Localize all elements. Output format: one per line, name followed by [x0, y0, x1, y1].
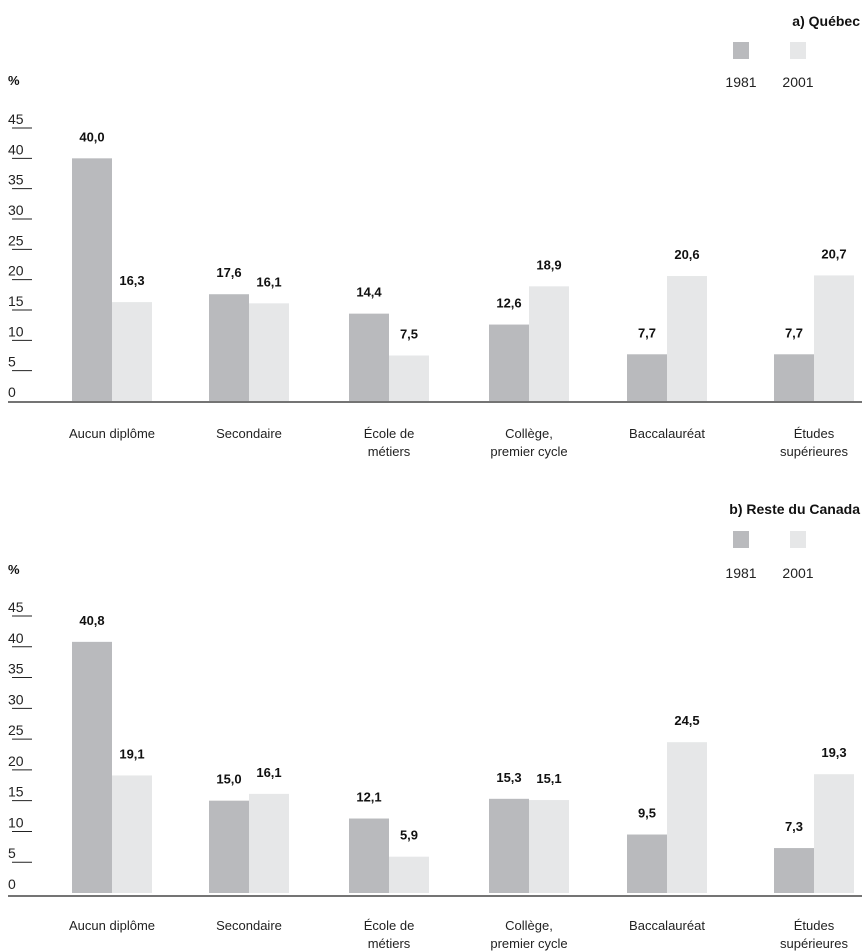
bar-2001 — [112, 302, 152, 401]
category-label: Secondaire — [216, 918, 282, 933]
bar-2001 — [112, 775, 152, 893]
category-label: Études — [794, 426, 835, 441]
data-label-1981: 40,0 — [79, 129, 104, 144]
data-label-2001: 20,7 — [821, 246, 846, 261]
bar-2001 — [249, 793, 289, 893]
bar-1981 — [489, 324, 529, 401]
y-tick-label: 45 — [8, 599, 24, 615]
data-label-2001: 16,1 — [256, 765, 281, 780]
data-label-2001: 19,1 — [119, 746, 144, 761]
bar-1981 — [209, 800, 249, 893]
data-label-1981: 12,1 — [356, 790, 381, 805]
category-label: Aucun diplôme — [69, 426, 155, 441]
data-label-2001: 15,1 — [536, 771, 561, 786]
bar-2001 — [389, 856, 429, 893]
category-label: métiers — [368, 936, 411, 951]
y-tick-label: 0 — [8, 876, 16, 892]
category-label: Secondaire — [216, 426, 282, 441]
y-tick-label: 10 — [8, 814, 24, 830]
data-label-1981: 7,3 — [785, 819, 803, 834]
data-label-1981: 15,0 — [216, 772, 241, 787]
y-tick-label: 5 — [8, 845, 16, 861]
bar-1981 — [349, 313, 389, 401]
category-label: premier cycle — [490, 936, 567, 951]
legend-swatch-2001 — [790, 531, 806, 548]
data-label-1981: 40,8 — [79, 613, 104, 628]
bar-2001 — [667, 276, 707, 401]
data-label-1981: 7,7 — [785, 325, 803, 340]
category-label: Études — [794, 918, 835, 933]
bar-1981 — [72, 158, 112, 401]
y-axis-unit: % — [8, 73, 20, 88]
y-tick-label: 5 — [8, 354, 16, 370]
legend-swatch-2001 — [790, 42, 806, 59]
y-tick-label: 35 — [8, 172, 24, 188]
y-tick-label: 20 — [8, 263, 24, 279]
legend-swatch-1981 — [733, 531, 749, 548]
y-tick-label: 25 — [8, 232, 24, 248]
y-tick-label: 35 — [8, 661, 24, 677]
legend-label-1981: 1981 — [725, 74, 756, 90]
category-label: Collège, — [505, 426, 553, 441]
y-tick-label: 40 — [8, 630, 24, 646]
bar-1981 — [627, 354, 667, 401]
category-label: École de — [364, 426, 415, 441]
bar-1981 — [774, 354, 814, 401]
bar-2001 — [389, 355, 429, 401]
y-tick-label: 25 — [8, 722, 24, 738]
data-label-2001: 5,9 — [400, 828, 418, 843]
category-label: Collège, — [505, 918, 553, 933]
bar-1981 — [774, 848, 814, 893]
data-label-2001: 24,5 — [674, 713, 699, 728]
bar-2001 — [667, 742, 707, 893]
data-label-2001: 20,6 — [674, 247, 699, 262]
data-label-1981: 9,5 — [638, 806, 656, 821]
legend-swatch-1981 — [733, 42, 749, 59]
bar-1981 — [72, 641, 112, 893]
bar-1981 — [627, 834, 667, 893]
category-label: Baccalauréat — [629, 426, 705, 441]
data-label-1981: 7,7 — [638, 325, 656, 340]
category-label: supérieures — [780, 444, 848, 459]
bar-2001 — [814, 275, 854, 401]
bar-1981 — [349, 818, 389, 893]
bar-2001 — [529, 286, 569, 401]
category-label: supérieures — [780, 936, 848, 951]
y-tick-label: 15 — [8, 784, 24, 800]
legend-label-1981: 1981 — [725, 565, 756, 581]
data-label-2001: 16,1 — [256, 274, 281, 289]
data-label-1981: 15,3 — [496, 770, 521, 785]
legend-label-2001: 2001 — [782, 74, 813, 90]
y-tick-label: 45 — [8, 111, 24, 127]
bar-1981 — [209, 294, 249, 401]
legend-label-2001: 2001 — [782, 565, 813, 581]
y-tick-label: 30 — [8, 202, 24, 218]
data-label-2001: 19,3 — [821, 745, 846, 760]
data-label-1981: 17,6 — [216, 265, 241, 280]
y-tick-label: 10 — [8, 323, 24, 339]
y-tick-label: 20 — [8, 753, 24, 769]
category-label: Baccalauréat — [629, 918, 705, 933]
bar-2001 — [249, 303, 289, 401]
chart-title: b) Reste du Canada — [729, 501, 860, 517]
category-label: premier cycle — [490, 444, 567, 459]
y-tick-label: 15 — [8, 293, 24, 309]
y-tick-label: 0 — [8, 384, 16, 400]
data-label-2001: 7,5 — [400, 327, 418, 342]
category-label: métiers — [368, 444, 411, 459]
data-label-2001: 18,9 — [536, 257, 561, 272]
category-label: École de — [364, 918, 415, 933]
bar-1981 — [489, 798, 529, 893]
y-axis-unit: % — [8, 562, 20, 577]
category-label: Aucun diplôme — [69, 918, 155, 933]
bar-2001 — [814, 774, 854, 893]
y-tick-label: 30 — [8, 691, 24, 707]
data-label-1981: 14,4 — [356, 285, 382, 300]
data-label-2001: 16,3 — [119, 273, 144, 288]
data-label-1981: 12,6 — [496, 296, 521, 311]
y-tick-label: 40 — [8, 141, 24, 157]
bar-2001 — [529, 800, 569, 893]
chart-title: a) Québec — [792, 13, 860, 29]
